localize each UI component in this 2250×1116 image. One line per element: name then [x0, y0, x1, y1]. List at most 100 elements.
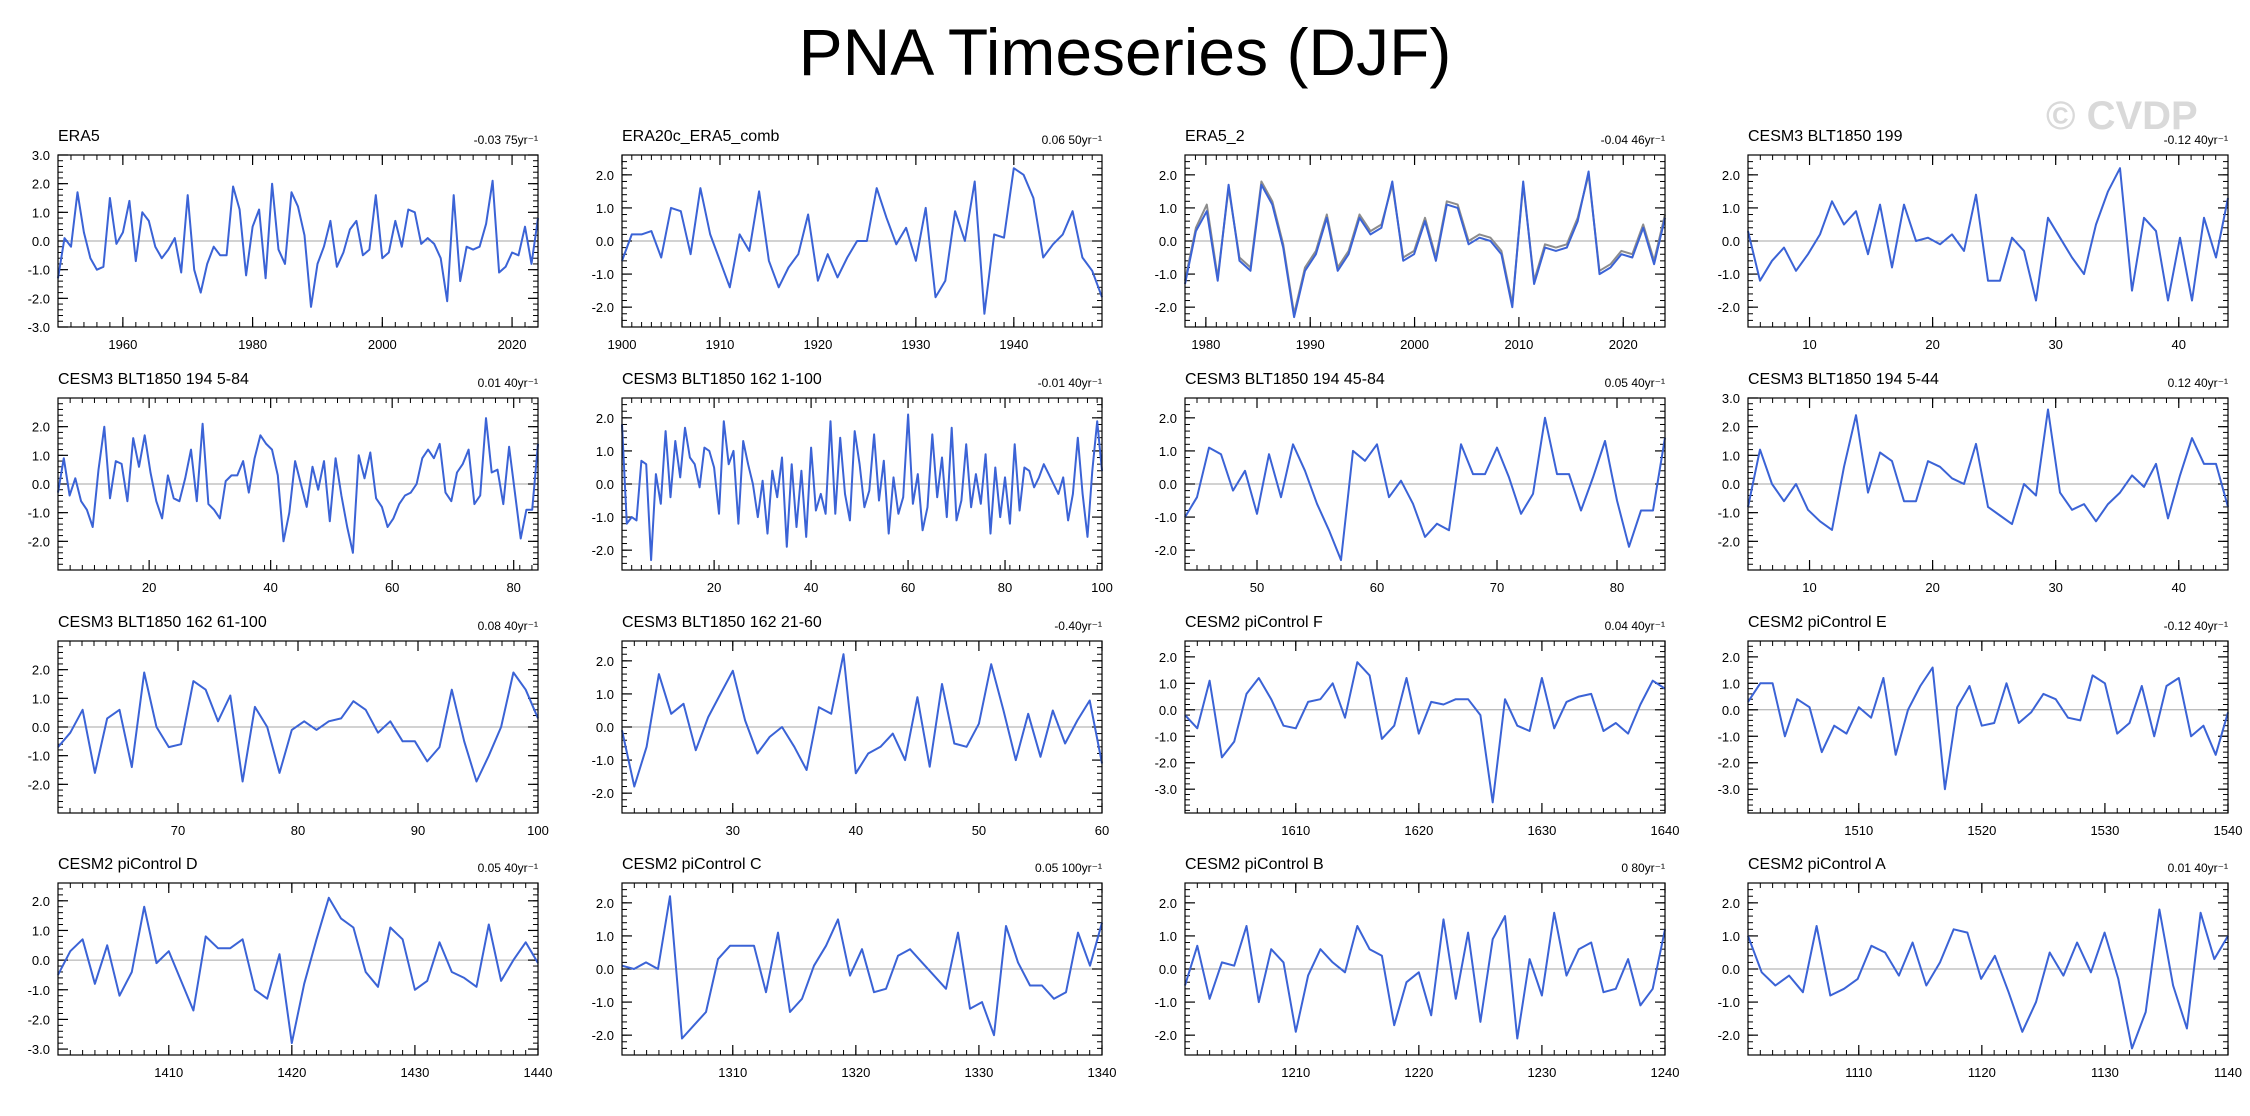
y-tick-label: 0.0 [596, 234, 614, 249]
x-tick-label: 1130 [2091, 1065, 2119, 1080]
x-tick-label: 1980 [238, 337, 267, 352]
y-tick-label: -1.0 [1718, 729, 1740, 744]
x-tick-label: 80 [1610, 580, 1624, 595]
panel-title: CESM2 piControl D [58, 856, 198, 873]
y-tick-label: 1.0 [596, 201, 614, 216]
y-tick-label: 0.0 [32, 953, 50, 968]
y-tick-label: -1.0 [1155, 729, 1177, 744]
plot-frame [57, 640, 539, 814]
panel-title: CESM2 piControl E [1748, 614, 1887, 631]
plot-frame [1747, 397, 2229, 571]
series-line-1 [1747, 908, 2229, 1050]
plot-frame [57, 154, 539, 328]
panel-title: ERA5 [58, 128, 100, 145]
series-line-1 [1747, 167, 2229, 302]
x-tick-label: 1910 [705, 337, 734, 352]
y-tick-label: 1.0 [1159, 676, 1177, 691]
panel-trend: 0 80yr⁻¹ [1621, 861, 1665, 875]
series-line-1 [621, 167, 1103, 315]
y-tick-label: 0.0 [596, 477, 614, 492]
x-tick-label: 40 [849, 823, 863, 838]
y-tick-label: 1.0 [1722, 929, 1740, 944]
panel-trend: -0.40yr⁻¹ [1054, 619, 1102, 633]
x-tick-label: 2000 [1400, 337, 1429, 352]
y-tick-label: -1.0 [1155, 267, 1177, 282]
y-tick-label: 2.0 [1722, 168, 1740, 183]
x-tick-label: 1410 [154, 1065, 183, 1080]
series-line-1 [1184, 416, 1666, 562]
x-tick-label: 30 [2048, 580, 2062, 595]
panel-title: ERA5_2 [1185, 128, 1245, 145]
plot-frame [1184, 882, 1666, 1056]
panel-trend: -0.03 75yr⁻¹ [473, 133, 538, 147]
x-tick-label: 30 [2048, 337, 2062, 352]
x-tick-label: 1630 [1527, 823, 1556, 838]
panel-trend: 0.08 40yr⁻¹ [477, 619, 538, 633]
plot-frame [621, 640, 1103, 814]
y-tick-label: -2.0 [1155, 1028, 1177, 1043]
x-tick-label: 1230 [1527, 1065, 1556, 1080]
x-tick-label: 60 [1370, 580, 1384, 595]
x-tick-label: 1510 [1844, 823, 1873, 838]
panel-trend: 0.05 40yr⁻¹ [1604, 376, 1665, 390]
panel-title: CESM2 piControl A [1748, 856, 1886, 873]
y-tick-label: 1.0 [1159, 929, 1177, 944]
x-tick-label: 1620 [1404, 823, 1433, 838]
x-tick-label: 1430 [400, 1065, 429, 1080]
y-tick-label: -1.0 [28, 506, 50, 521]
y-tick-label: -2.0 [1155, 756, 1177, 771]
series-line-2 [1184, 173, 1666, 315]
y-tick-label: -1.0 [592, 753, 614, 768]
x-tick-label: 1420 [277, 1065, 306, 1080]
panel-trend: 0.05 100yr⁻¹ [1034, 861, 1102, 875]
x-tick-label: 1210 [1281, 1065, 1310, 1080]
plot-frame [1184, 154, 1666, 328]
y-tick-label: 0.0 [1722, 703, 1740, 718]
panel-title: CESM3 BLT1850 162 1-100 [622, 371, 822, 388]
x-tick-label: 1900 [608, 337, 637, 352]
plot-frame [1747, 882, 2229, 1056]
plot-frame [1747, 640, 2229, 814]
y-tick-label: -2.0 [1718, 756, 1740, 771]
y-tick-label: 0.0 [1722, 477, 1740, 492]
x-tick-label: 40 [804, 580, 818, 595]
y-tick-label: 1.0 [32, 923, 50, 938]
x-tick-label: 1960 [108, 337, 137, 352]
y-tick-label: 2.0 [1722, 420, 1740, 435]
y-tick-label: 0.0 [1159, 703, 1177, 718]
x-tick-label: 1990 [1296, 337, 1325, 352]
y-tick-label: 1.0 [1722, 448, 1740, 463]
y-tick-label: 0.0 [32, 234, 50, 249]
panel-trend: 0.06 50yr⁻¹ [1041, 133, 1102, 147]
y-tick-label: -1.0 [28, 983, 50, 998]
panel-trend: 0.12 40yr⁻¹ [2167, 376, 2228, 390]
y-tick-label: 2.0 [1159, 168, 1177, 183]
x-tick-label: 1530 [2090, 823, 2119, 838]
x-tick-label: 50 [1250, 580, 1264, 595]
y-tick-label: 2.0 [32, 420, 50, 435]
x-tick-label: 1120 [1968, 1065, 1996, 1080]
plot-frame [1184, 640, 1666, 814]
y-tick-label: 3.0 [32, 148, 50, 163]
x-tick-label: 10 [1802, 337, 1816, 352]
y-tick-label: 2.0 [1722, 650, 1740, 665]
series-line-1 [1747, 666, 2229, 791]
series-line-1 [1184, 170, 1666, 319]
y-tick-label: 0.0 [1722, 234, 1740, 249]
panel-trend: -0.12 40yr⁻¹ [2163, 619, 2228, 633]
panel-title: ERA20c_ERA5_comb [622, 128, 780, 145]
x-tick-label: 1520 [1967, 823, 1996, 838]
panel-title: CESM3 BLT1850 194 5-84 [58, 371, 249, 388]
y-tick-label: 0.0 [596, 720, 614, 735]
x-tick-label: 1980 [1191, 337, 1220, 352]
x-tick-label: 1310 [718, 1065, 747, 1080]
x-tick-label: 2020 [1609, 337, 1638, 352]
y-tick-label: 1.0 [596, 687, 614, 702]
